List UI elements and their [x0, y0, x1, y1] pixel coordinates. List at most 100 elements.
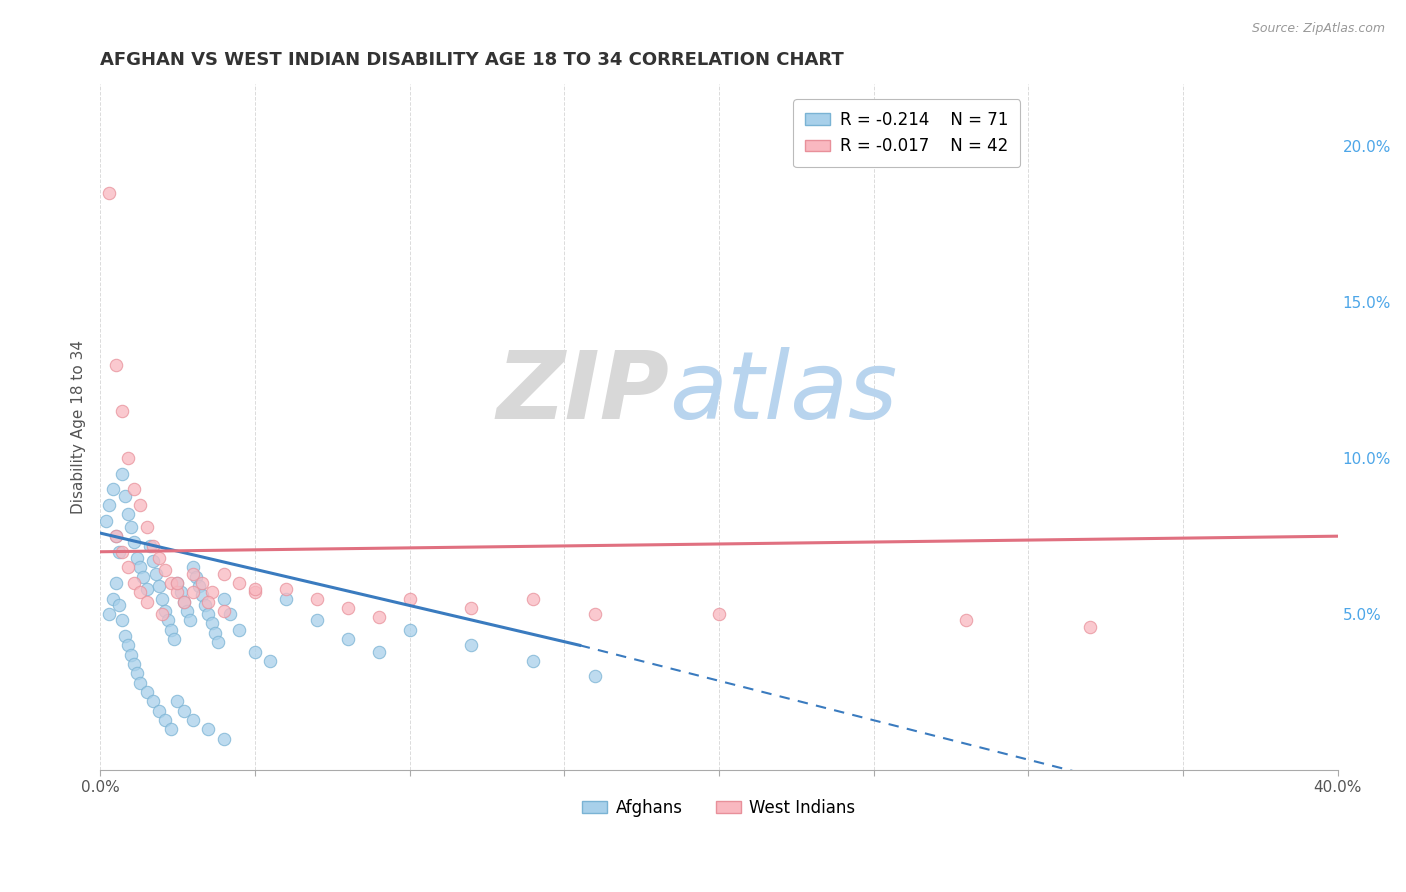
Point	[212, 731, 235, 746]
Point	[336, 600, 359, 615]
Point	[148, 704, 170, 718]
Point	[274, 591, 297, 606]
Point	[138, 539, 160, 553]
Point	[219, 607, 242, 621]
Point	[135, 520, 157, 534]
Point	[142, 539, 165, 553]
Point	[129, 585, 152, 599]
Point	[305, 613, 328, 627]
Point	[104, 529, 127, 543]
Point	[181, 585, 204, 599]
Point	[173, 594, 195, 608]
Point	[166, 576, 188, 591]
Point	[153, 604, 176, 618]
Point	[117, 560, 139, 574]
Point	[194, 598, 217, 612]
Point	[160, 623, 183, 637]
Point	[96, 514, 118, 528]
Point	[522, 654, 544, 668]
Point	[243, 585, 266, 599]
Point	[197, 607, 219, 621]
Point	[191, 589, 214, 603]
Point	[367, 644, 389, 658]
Point	[122, 535, 145, 549]
Point	[1078, 619, 1101, 633]
Point	[117, 451, 139, 466]
Legend: Afghans, West Indians: Afghans, West Indians	[575, 792, 862, 823]
Point	[460, 600, 482, 615]
Point	[122, 657, 145, 671]
Point	[107, 545, 129, 559]
Point	[104, 576, 127, 591]
Point	[153, 713, 176, 727]
Point	[160, 723, 183, 737]
Point	[181, 560, 204, 574]
Point	[120, 520, 142, 534]
Point	[129, 560, 152, 574]
Point	[111, 613, 134, 627]
Point	[204, 625, 226, 640]
Point	[145, 566, 167, 581]
Point	[583, 607, 606, 621]
Point	[188, 579, 211, 593]
Point	[129, 675, 152, 690]
Point	[111, 404, 134, 418]
Point	[243, 582, 266, 597]
Point	[157, 613, 180, 627]
Point	[150, 607, 173, 621]
Point	[98, 498, 121, 512]
Point	[129, 498, 152, 512]
Point	[955, 613, 977, 627]
Point	[259, 654, 281, 668]
Point	[197, 723, 219, 737]
Point	[176, 604, 198, 618]
Point	[122, 483, 145, 497]
Text: AFGHAN VS WEST INDIAN DISABILITY AGE 18 TO 34 CORRELATION CHART: AFGHAN VS WEST INDIAN DISABILITY AGE 18 …	[100, 51, 844, 69]
Point	[107, 598, 129, 612]
Point	[122, 576, 145, 591]
Point	[200, 585, 222, 599]
Point	[163, 632, 186, 646]
Point	[212, 566, 235, 581]
Point	[169, 585, 191, 599]
Point	[583, 669, 606, 683]
Point	[228, 576, 250, 591]
Point	[104, 358, 127, 372]
Point	[148, 579, 170, 593]
Point	[707, 607, 730, 621]
Point	[367, 610, 389, 624]
Point	[117, 638, 139, 652]
Point	[460, 638, 482, 652]
Point	[101, 591, 124, 606]
Point	[135, 582, 157, 597]
Point	[148, 551, 170, 566]
Point	[207, 635, 229, 649]
Point	[114, 489, 136, 503]
Point	[127, 666, 149, 681]
Text: atlas: atlas	[669, 347, 897, 438]
Point	[132, 570, 155, 584]
Point	[120, 648, 142, 662]
Point	[153, 564, 176, 578]
Point	[114, 629, 136, 643]
Point	[228, 623, 250, 637]
Point	[184, 570, 207, 584]
Point	[135, 685, 157, 699]
Point	[111, 467, 134, 481]
Point	[166, 576, 188, 591]
Point	[243, 644, 266, 658]
Point	[101, 483, 124, 497]
Point	[197, 594, 219, 608]
Point	[212, 591, 235, 606]
Point	[181, 713, 204, 727]
Point	[98, 186, 121, 201]
Point	[98, 607, 121, 621]
Point	[135, 594, 157, 608]
Point	[336, 632, 359, 646]
Text: ZIP: ZIP	[496, 347, 669, 439]
Point	[150, 591, 173, 606]
Point	[398, 623, 420, 637]
Point	[166, 585, 188, 599]
Point	[173, 594, 195, 608]
Y-axis label: Disability Age 18 to 34: Disability Age 18 to 34	[72, 340, 86, 514]
